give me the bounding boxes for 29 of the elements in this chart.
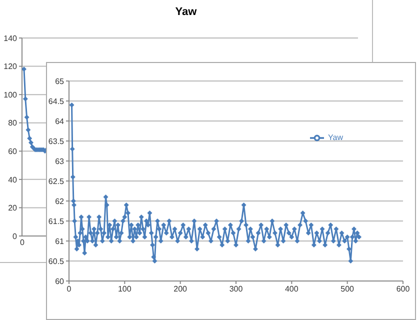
x-tick-label: 300 <box>229 284 244 294</box>
y-tick-label: 65 <box>55 76 65 86</box>
x-tick-label: 600 <box>396 284 410 294</box>
x-tick-label: 0 <box>66 284 72 294</box>
y-tick-label: 120 <box>4 62 18 72</box>
x-tick-label: 200 <box>174 284 188 294</box>
y-tick-label: 140 <box>4 34 18 43</box>
y-tick-label: 60 <box>8 146 18 156</box>
y-tick-label: 62.5 <box>48 176 65 186</box>
text: 0 <box>20 238 24 247</box>
y-tick-label: 61.5 <box>48 216 65 226</box>
y-tick-label: 63 <box>55 156 65 166</box>
x-tick-label: 400 <box>284 284 299 294</box>
y-tick-label: 60 <box>55 276 65 286</box>
y-tick-label: 20 <box>8 204 18 213</box>
y-tick-label: 40 <box>8 175 18 184</box>
y-tick-label: 100 <box>4 90 18 100</box>
y-tick-label: 62 <box>55 196 65 206</box>
y-tick-label: 61 <box>55 236 65 246</box>
y-tick-label: 0 <box>12 232 18 241</box>
x-tick-label: 100 <box>118 284 132 294</box>
legend-label: Yaw <box>328 133 343 142</box>
y-tick-label: 64.5 <box>48 96 65 106</box>
chart-title: Yaw <box>174 6 198 18</box>
x-tick-label: 500 <box>340 284 355 294</box>
y-tick-label: 60.5 <box>48 256 65 266</box>
y-tick-label: 63.5 <box>48 136 65 146</box>
y-tick-label: 80 <box>8 118 18 128</box>
y-tick-label: 64 <box>55 116 65 126</box>
